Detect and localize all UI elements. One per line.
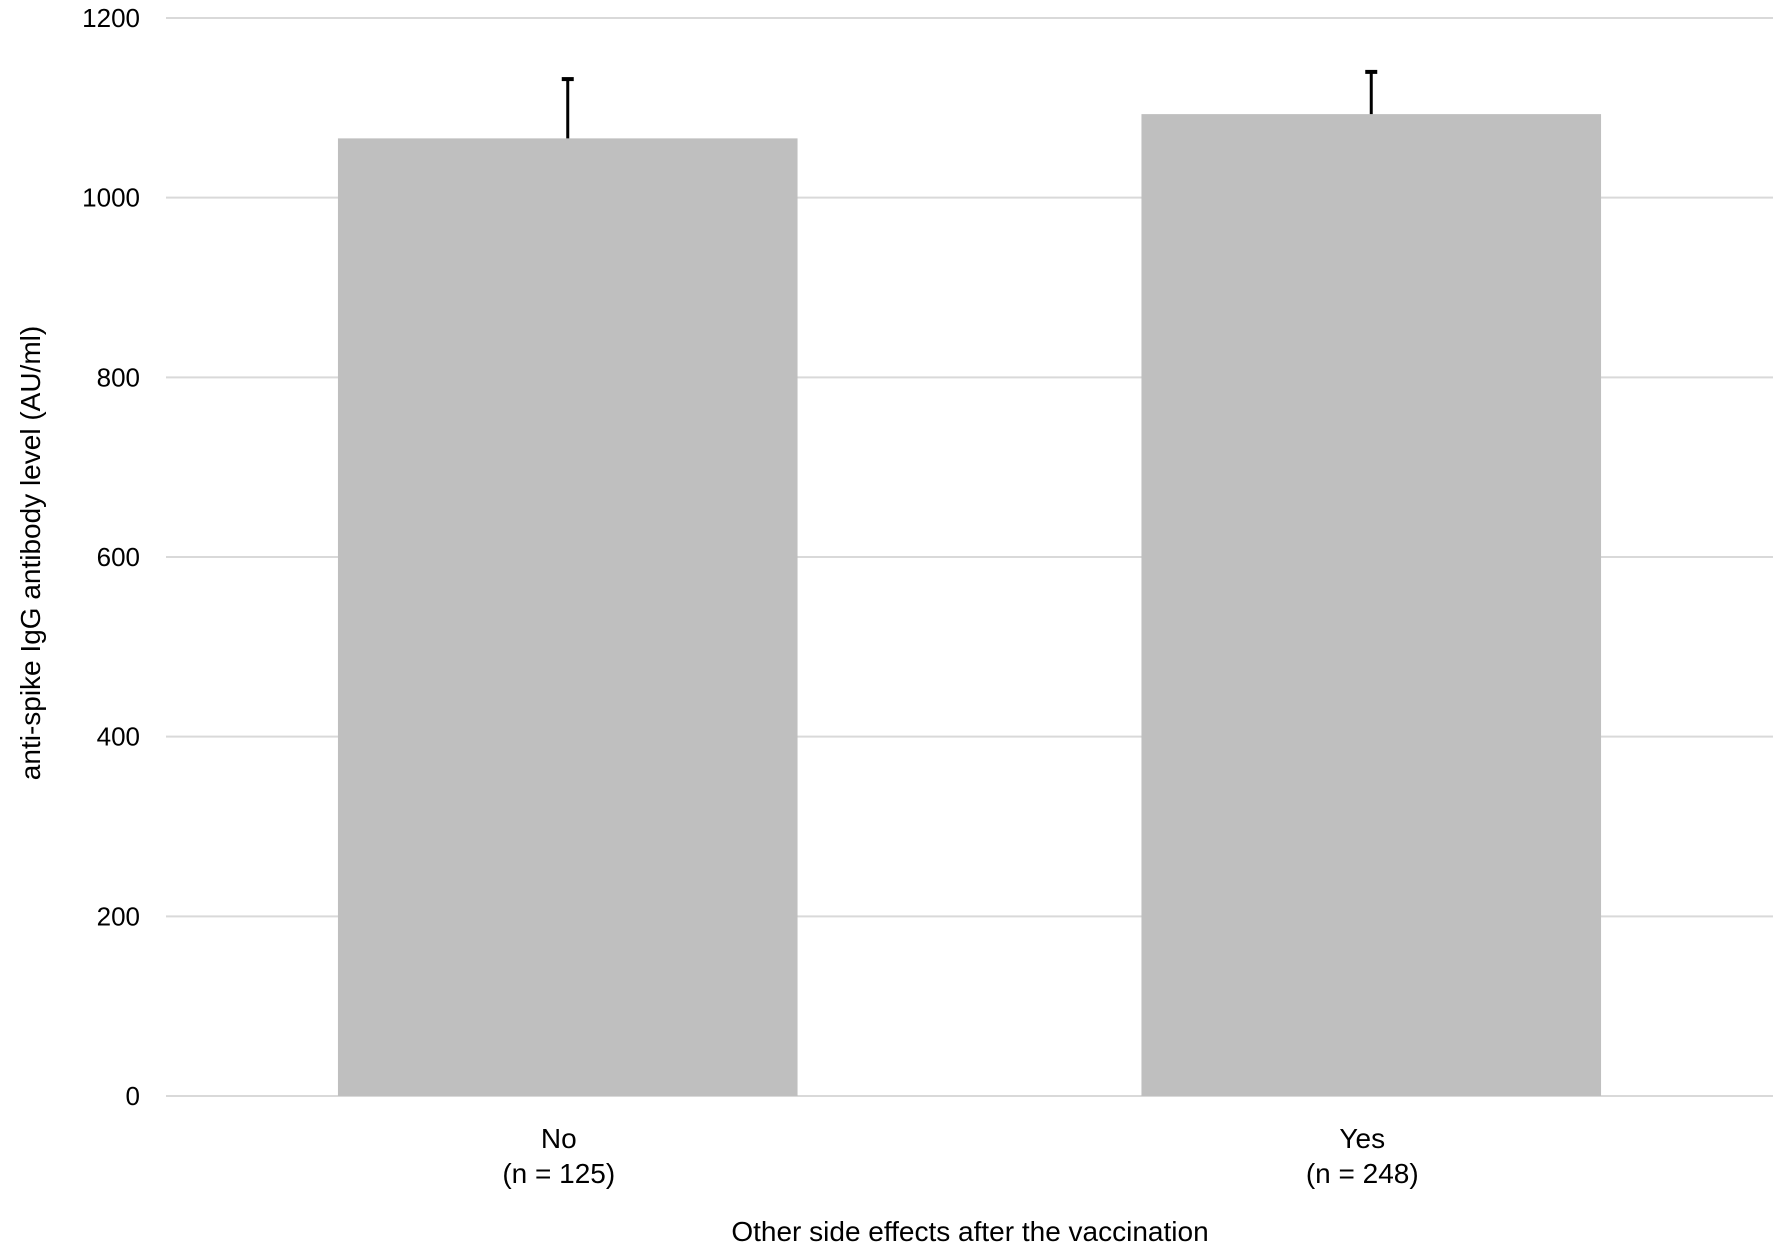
y-tick-label: 400 [97, 722, 140, 752]
x-axis-categories: No (n = 125) Yes (n = 248) [502, 1123, 1418, 1189]
y-tick-label: 0 [126, 1081, 140, 1111]
y-axis-ticks: 0 200 400 600 800 1000 1200 [82, 3, 140, 1111]
y-tick-label: 600 [97, 542, 140, 572]
x-category-label: No [541, 1123, 577, 1154]
bar [1141, 114, 1602, 1097]
y-tick-label: 1200 [82, 3, 140, 33]
y-axis-title: anti-spike IgG antibody level (AU/ml) [15, 326, 46, 780]
y-tick-label: 800 [97, 362, 140, 392]
bars [337, 114, 1602, 1097]
x-category-label: (n = 248) [1306, 1158, 1419, 1189]
bar [337, 138, 798, 1097]
y-tick-label: 200 [97, 901, 140, 931]
x-category-label: (n = 125) [502, 1158, 615, 1189]
x-category-label: Yes [1339, 1123, 1385, 1154]
x-axis-title: Other side effects after the vaccination [731, 1216, 1208, 1243]
error-bars [561, 69, 1378, 139]
y-tick-label: 1000 [82, 183, 140, 213]
